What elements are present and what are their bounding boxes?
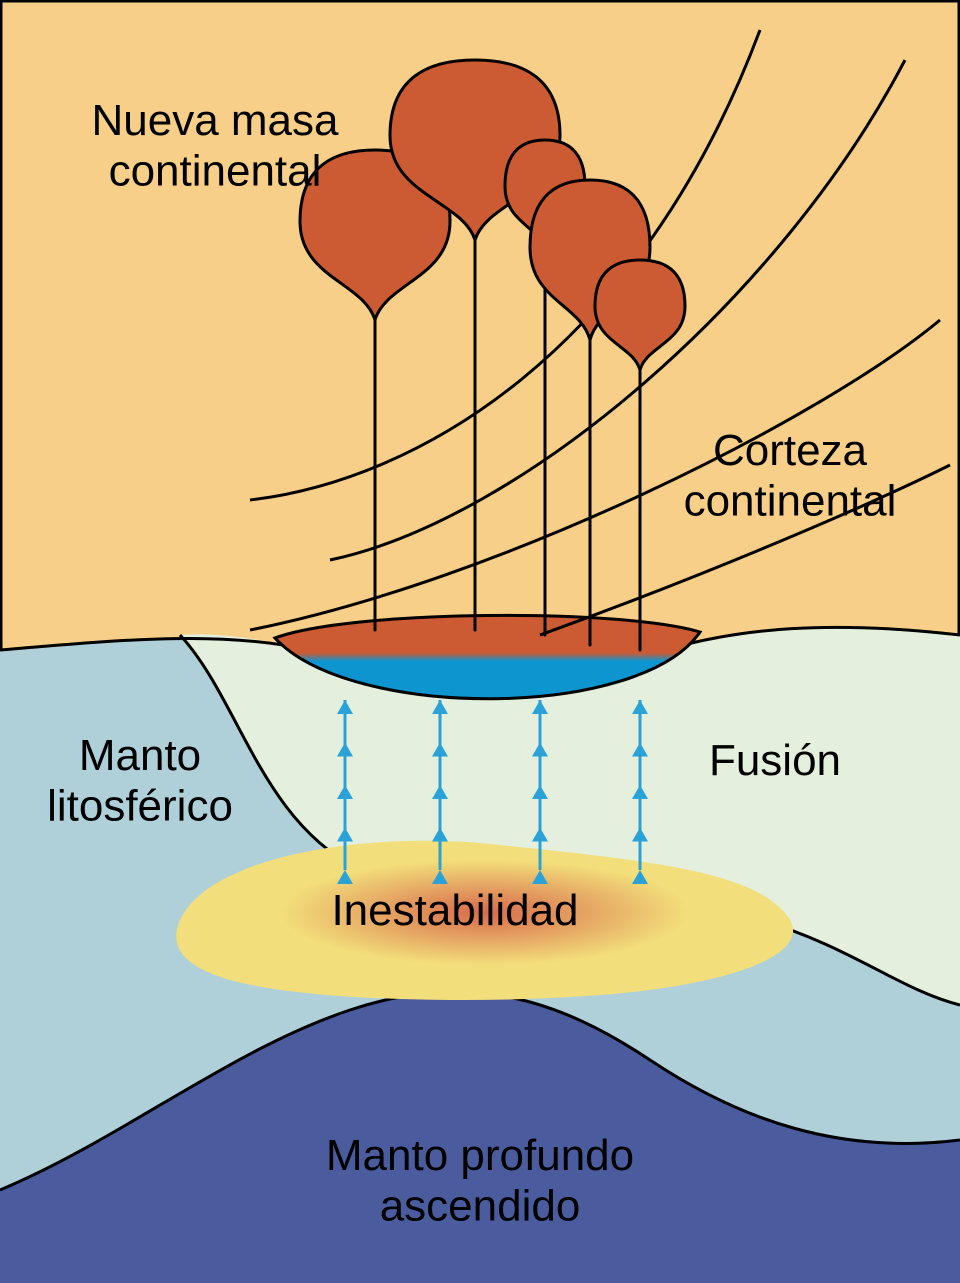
diagram-label: Nueva masacontinental — [91, 96, 339, 196]
diagram-label: Inestabilidad — [331, 886, 578, 935]
diagram-label: Cortezacontinental — [684, 426, 897, 526]
diagram-label: Fusión — [709, 736, 841, 785]
geology-diagram: Nueva masacontinentalCortezacontinentalM… — [0, 0, 960, 1283]
